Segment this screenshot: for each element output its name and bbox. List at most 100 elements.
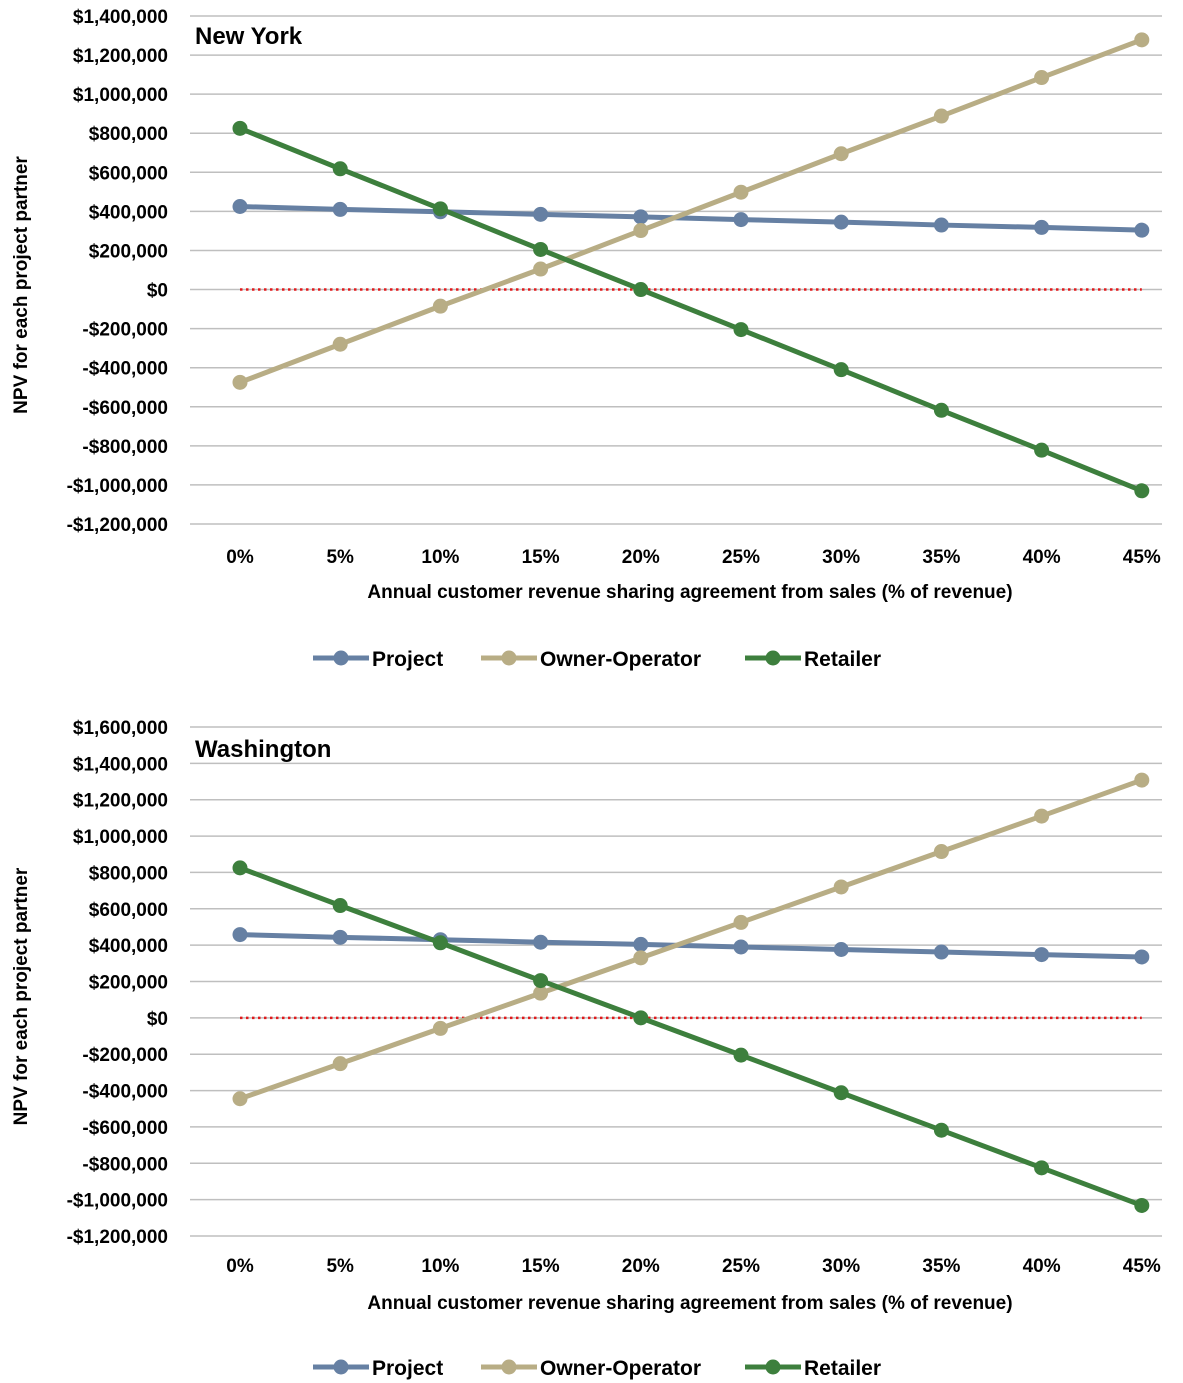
x-axis-title: Annual customer revenue sharing agreemen… bbox=[367, 1293, 1012, 1314]
y-axis-title: NPV for each project partner bbox=[11, 156, 32, 414]
data-point bbox=[1134, 1197, 1150, 1213]
data-point bbox=[1034, 947, 1050, 963]
legend-label: Owner-Operator bbox=[540, 1357, 701, 1380]
y-tick-label: -$1,200,000 bbox=[67, 515, 168, 536]
y-tick-label: $600,000 bbox=[89, 900, 168, 921]
data-point bbox=[533, 985, 549, 1001]
y-tick-label: $0 bbox=[147, 1009, 168, 1030]
series-line-owner-operator bbox=[239, 37, 1143, 385]
legend-label: Project bbox=[372, 1357, 443, 1380]
data-point bbox=[833, 214, 849, 230]
y-tick-label: -$200,000 bbox=[82, 320, 168, 341]
data-point bbox=[933, 1122, 949, 1138]
legend-marker bbox=[765, 1359, 781, 1375]
y-tick-label: -$1,000,000 bbox=[67, 476, 168, 497]
x-tick-label: 5% bbox=[326, 547, 354, 568]
x-tick-label: 45% bbox=[1123, 1256, 1161, 1277]
data-point bbox=[933, 217, 949, 233]
data-point bbox=[232, 199, 248, 214]
y-tick-label: -$400,000 bbox=[82, 359, 168, 380]
data-point bbox=[232, 927, 248, 943]
legend-marker bbox=[333, 1359, 349, 1375]
data-point bbox=[933, 402, 949, 418]
y-tick-label: $800,000 bbox=[89, 863, 168, 884]
data-point bbox=[733, 914, 749, 930]
y-tick-label: -$800,000 bbox=[82, 437, 168, 458]
x-tick-label: 40% bbox=[1023, 1256, 1061, 1277]
data-point bbox=[633, 950, 649, 966]
y-tick-label: $1,400,000 bbox=[73, 754, 168, 775]
data-point bbox=[733, 1047, 749, 1063]
x-tick-label: 45% bbox=[1123, 547, 1161, 568]
legend-label: Project bbox=[372, 648, 443, 671]
x-tick-label: 10% bbox=[421, 547, 459, 568]
x-tick-label: 20% bbox=[622, 547, 660, 568]
data-point bbox=[833, 879, 849, 895]
series-line-project bbox=[239, 204, 1142, 233]
series-line-retailer bbox=[239, 865, 1143, 1208]
data-point bbox=[332, 161, 348, 177]
legend-label: Retailer bbox=[804, 1357, 881, 1380]
data-point bbox=[733, 212, 749, 228]
y-tick-label: $1,000,000 bbox=[73, 85, 168, 106]
y-tick-label: $200,000 bbox=[89, 241, 168, 262]
data-point bbox=[533, 934, 549, 950]
data-point bbox=[733, 184, 749, 200]
data-point bbox=[232, 1091, 248, 1107]
chart-panel-1: $1,400,000 $1,200,000 $1,000,000 $800,000 $6… bbox=[11, 7, 1162, 671]
data-point bbox=[1134, 483, 1150, 499]
data-point bbox=[733, 939, 749, 955]
data-point bbox=[833, 146, 849, 162]
y-tick-label: -$200,000 bbox=[82, 1045, 168, 1066]
data-point bbox=[833, 1085, 849, 1101]
x-tick-label: 35% bbox=[922, 547, 960, 568]
data-point bbox=[332, 898, 348, 914]
data-point bbox=[232, 374, 248, 390]
data-point bbox=[1034, 442, 1050, 458]
data-point bbox=[633, 1010, 649, 1026]
data-point bbox=[232, 860, 248, 876]
y-tick-label: $800,000 bbox=[89, 124, 168, 145]
legend-marker bbox=[765, 650, 781, 666]
data-point bbox=[432, 1020, 448, 1036]
y-tick-label: -$400,000 bbox=[82, 1082, 168, 1103]
data-point bbox=[1034, 70, 1050, 86]
data-point bbox=[1034, 1160, 1050, 1176]
y-axis-title: NPV for each project partner bbox=[11, 867, 32, 1125]
data-point bbox=[933, 944, 949, 960]
data-point bbox=[432, 201, 448, 217]
legend-marker bbox=[333, 650, 349, 666]
data-point bbox=[1134, 772, 1150, 788]
y-tick-label: -$600,000 bbox=[82, 1118, 168, 1139]
data-point bbox=[1134, 32, 1150, 48]
data-point bbox=[633, 936, 649, 952]
series-line-project bbox=[239, 932, 1142, 960]
x-tick-label: 10% bbox=[421, 1256, 459, 1277]
y-tick-label: $1,600,000 bbox=[73, 718, 168, 739]
data-point bbox=[933, 108, 949, 124]
legend-marker bbox=[501, 1359, 517, 1375]
data-point bbox=[633, 209, 649, 225]
data-point bbox=[332, 201, 348, 217]
x-tick-label: 30% bbox=[822, 547, 860, 568]
data-point bbox=[232, 120, 248, 136]
y-tick-label: $1,400,000 bbox=[73, 7, 168, 28]
chart-panel-2: $1,600,000 $1,400,000 $1,200,000 $1,000,000… bbox=[11, 718, 1162, 1380]
x-tick-label: 15% bbox=[522, 1256, 560, 1277]
data-point bbox=[1034, 808, 1050, 824]
data-point bbox=[633, 223, 649, 239]
y-tick-label: $1,000,000 bbox=[73, 827, 168, 848]
legend-label: Retailer bbox=[804, 648, 881, 671]
x-tick-label: 30% bbox=[822, 1256, 860, 1277]
y-tick-label: $600,000 bbox=[89, 163, 168, 184]
data-point bbox=[633, 282, 649, 298]
x-tick-label: 0% bbox=[226, 1256, 254, 1277]
data-point bbox=[432, 298, 448, 314]
y-tick-label: -$600,000 bbox=[82, 398, 168, 419]
data-point bbox=[733, 322, 749, 338]
data-point bbox=[1034, 219, 1050, 235]
data-point bbox=[1134, 222, 1150, 238]
y-tick-label: $0 bbox=[147, 281, 168, 302]
data-point bbox=[533, 973, 549, 989]
